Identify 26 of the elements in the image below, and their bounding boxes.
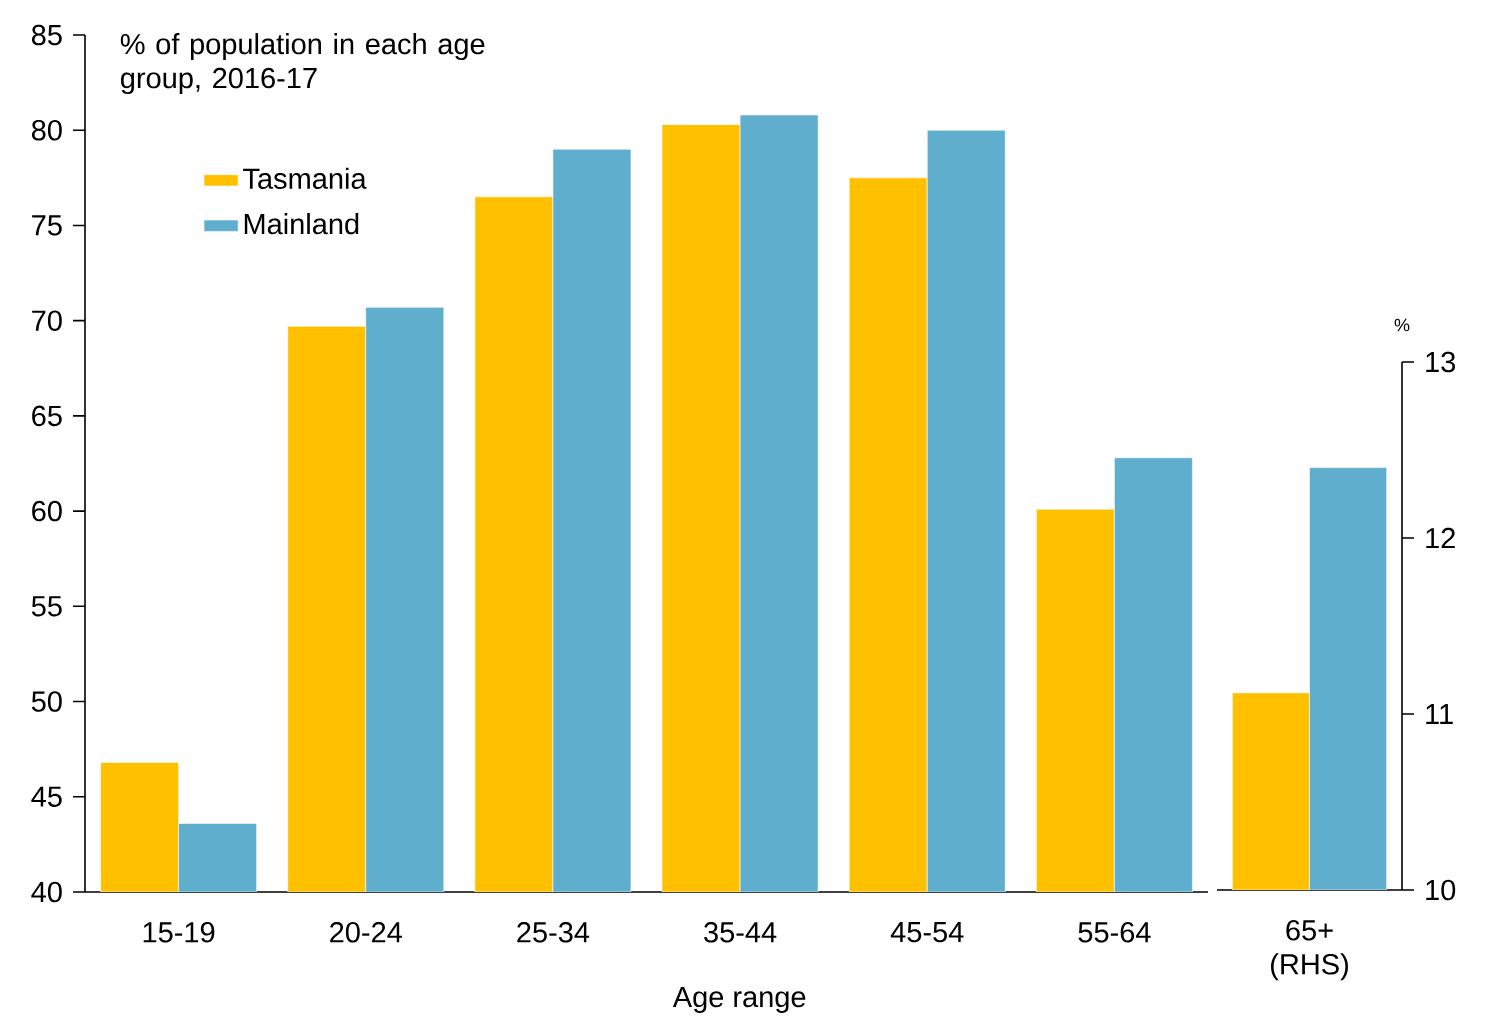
y-tick-label: 11 [1426,704,1453,724]
y-tick-label: 65 [32,405,62,427]
y-tick-label: 85 [31,24,62,46]
x-tick-label: 35-44 [704,922,777,943]
y-tick-label: 50 [31,691,62,712]
legend-label: Mainland [244,213,359,235]
x-tick-label: 55-64 [1078,922,1151,943]
y-tick-label: 45 [31,786,62,807]
x-tick-label: 65+ (RHS) [1271,920,1348,981]
y-tick-label: 75 [32,215,62,236]
y-tick-label: 13 [1426,351,1456,373]
y-tick-label: 60 [32,500,62,522]
y-axis-title: % [1394,318,1410,332]
x-tick-label: 25-34 [517,922,590,943]
y-tick-label: 10 [1426,879,1456,901]
y-tick-label: 80 [31,119,62,141]
legend-label: Tasmania [243,167,367,189]
y-tick-label: 12 [1426,527,1455,549]
y-tick-label: 55 [31,596,62,617]
chart-title: % of population in each age group, 2016-17 [120,33,485,95]
x-tick-label: 45-54 [890,922,964,943]
x-tick-label: 20-24 [330,922,402,943]
y-tick-label: 70 [32,310,62,331]
x-axis-title: Age range [672,986,806,1013]
x-tick-label: 15-19 [143,922,215,943]
y-tick-label: 40 [31,881,62,903]
